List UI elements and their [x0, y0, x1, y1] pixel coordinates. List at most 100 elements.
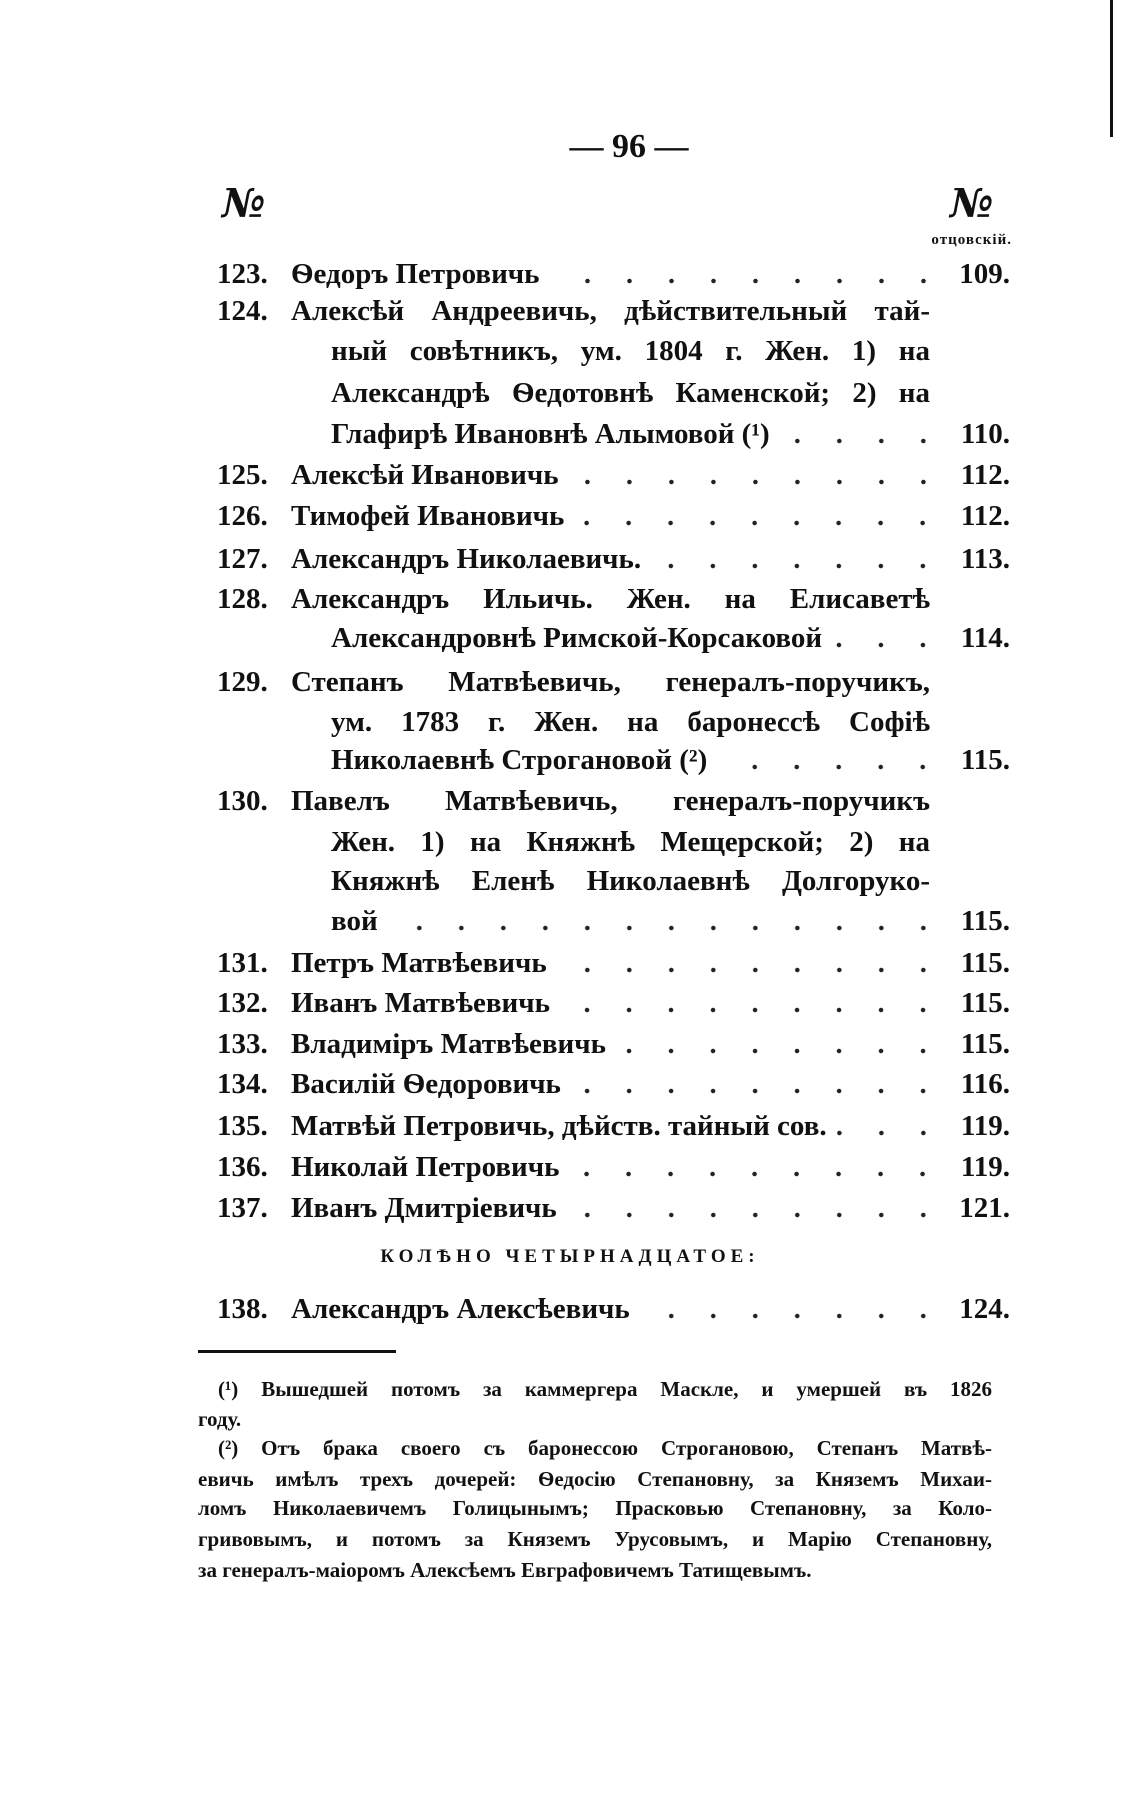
entry-line: 125. Алексѣй Ивановичь 112.	[217, 455, 1010, 495]
entry-line: 133. Владиміръ Матвѣевичь 115.	[217, 1024, 1010, 1064]
dot-leader	[556, 967, 944, 973]
entry-name: Петръ Матвѣевичь	[291, 947, 547, 979]
entry-number: 126.	[217, 500, 268, 532]
dot-leader	[836, 1130, 944, 1136]
entry-line: Николаевнѣ Строгановой (²) 115.	[331, 740, 1010, 780]
entry-name: Александръ Алексѣевичь	[291, 1293, 630, 1325]
entry-father-number: 110.	[960, 418, 1010, 450]
entry-line: ный совѣтникъ, ум. 1804 г. Жен. 1) на	[331, 331, 930, 371]
entry-father-number: 119.	[960, 1110, 1010, 1142]
footnote-line: (²) Отъ брака своего съ баронессою Строг…	[218, 1436, 992, 1460]
entry-number: 134.	[217, 1068, 268, 1100]
dot-leader	[574, 520, 944, 526]
entry-line: Княжнѣ Еленѣ Николаевнѣ Долгоруко-	[331, 861, 930, 901]
entry-name: Алексѣй Андреевичь, дѣйствительный тай-	[291, 295, 930, 327]
entry-number: 137.	[217, 1192, 268, 1224]
entry-name: Александръ Николаевичь.	[291, 543, 642, 575]
entry-number: 123.	[217, 258, 268, 290]
entry-name: Матвѣй Петровичь, дѣйств. тайный сов.	[291, 1110, 827, 1142]
dot-leader	[549, 278, 944, 284]
entry-father-number: 121.	[959, 1192, 1010, 1224]
dot-leader	[566, 1212, 944, 1218]
entry-number: 138.	[217, 1293, 268, 1325]
entry-father-number: 115.	[960, 947, 1010, 979]
entry-name: Иванъ Матвѣевичь	[291, 987, 550, 1019]
entry-line: ум. 1783 г. Жен. на баронессѣ Софіѣ	[331, 702, 930, 742]
entry-father-number: 115.	[960, 744, 1010, 776]
entry-number: 128.	[217, 583, 268, 615]
entry-line: 129. Степанъ Матвѣевичь, генералъ-поручик…	[217, 662, 930, 702]
entry-number: 129.	[217, 666, 268, 698]
entry-father-number: 116.	[960, 1068, 1010, 1100]
entry-name: Иванъ Дмитріевичь	[291, 1192, 557, 1224]
entry-name: Василій Ѳедоровичь	[291, 1068, 561, 1100]
entry-father-number: 115.	[960, 905, 1010, 937]
dot-leader	[639, 1313, 944, 1319]
dot-leader	[651, 563, 944, 569]
entry-father-number: 112.	[960, 459, 1010, 491]
dot-leader	[568, 479, 944, 485]
entry-father-number: 109.	[959, 258, 1010, 290]
footnote-line: евичь имѣлъ трехъ дочерей: Ѳедосію Степа…	[198, 1467, 992, 1491]
entry-name: ный совѣтникъ, ум. 1804 г. Жен. 1) на	[331, 335, 930, 367]
entry-number: 127.	[217, 543, 268, 575]
entry-line: 135. Матвѣй Петровичь, дѣйств. тайный сов…	[217, 1106, 1010, 1146]
entry-number: 133.	[217, 1028, 268, 1060]
footnote-line: году.	[198, 1407, 242, 1431]
entry-line: 136. Николай Петровичь 119.	[217, 1147, 1010, 1187]
entry-father-number: 119.	[960, 1151, 1010, 1183]
entry-father-number: 115.	[960, 987, 1010, 1019]
entry-name: ум. 1783 г. Жен. на баронессѣ Софіѣ	[331, 706, 930, 738]
entry-father-number: 112.	[960, 500, 1010, 532]
entry-line: Глафирѣ Ивановнѣ Алымовой (¹) 110.	[331, 414, 1010, 454]
entry-father-number: 114.	[960, 622, 1010, 654]
entry-name: Александровнѣ Римской-Корсаковой	[331, 622, 823, 654]
entry-line: Александрѣ Ѳедотовнѣ Каменской; 2) на	[331, 373, 930, 413]
footnote-line: за генералъ-маіоромъ Алексѣемъ Евграфови…	[198, 1558, 812, 1582]
entry-line: 127. Александръ Николаевичь. 113.	[217, 539, 1010, 579]
entry-number: 131.	[217, 947, 268, 979]
entry-father-number: 113.	[960, 543, 1010, 575]
entry-line: Жен. 1) на Княжнѣ Мещерской; 2) на	[331, 822, 930, 862]
entry-line: 124. Алексѣй Андреевичь, дѣйствительный т…	[217, 291, 930, 331]
footnote-rule	[198, 1350, 396, 1353]
footnote-line: гривовымъ, и потомъ за Княземъ Урусовымъ…	[198, 1527, 992, 1551]
entry-line: 138. Александръ Алексѣевичь 124.	[217, 1289, 1010, 1329]
entry-name: Павелъ Матвѣевичь, генералъ-поручикъ	[291, 785, 930, 817]
entry-name: Александръ Ильичь. Жен. на Елисаветѣ	[291, 583, 930, 615]
footnote-line: (¹) Вышедшей потомъ за каммергера Маскле…	[218, 1377, 992, 1401]
footnote-line: ломъ Николаевичемъ Голицынымъ; Прасковью…	[198, 1496, 992, 1520]
entry-name: Николай Петровичь	[291, 1151, 560, 1183]
entry-number: 135.	[217, 1110, 268, 1142]
dot-leader	[387, 925, 944, 931]
entry-name: Глафирѣ Ивановнѣ Алымовой (¹)	[331, 418, 770, 450]
entry-name: Ѳедоръ Петровичь	[291, 258, 540, 290]
entry-number: 130.	[217, 785, 268, 817]
entry-line: 132. Иванъ Матвѣевичь 115.	[217, 983, 1010, 1023]
entry-line: 128. Александръ Ильичь. Жен. на Елисаветѣ	[217, 579, 930, 619]
entry-name: Степанъ Матвѣевичь, генералъ-поручикъ,	[291, 666, 930, 698]
entry-name: Алексѣй Ивановичь	[291, 459, 559, 491]
entry-line: 131. Петръ Матвѣевичь 115.	[217, 943, 1010, 983]
entry-name: Александрѣ Ѳедотовнѣ Каменской; 2) на	[331, 377, 930, 409]
entry-name: Княжнѣ Еленѣ Николаевнѣ Долгоруко-	[331, 865, 930, 897]
dot-leader	[717, 764, 944, 770]
dot-leader	[559, 1007, 944, 1013]
entry-name: Тимофей Ивановичь	[291, 500, 565, 532]
section-heading: КОЛѢНО ЧЕТЫРНАДЦАТОЕ:	[380, 1246, 760, 1267]
column-header-right: №	[950, 180, 994, 227]
entry-name: вой	[331, 905, 378, 937]
entry-number: 124.	[217, 295, 268, 327]
entry-number: 136.	[217, 1151, 268, 1183]
dot-leader	[570, 1088, 944, 1094]
page-number: — 96 —	[569, 128, 689, 165]
entry-name: Николаевнѣ Строгановой (²)	[331, 744, 708, 776]
entry-number: 125.	[217, 459, 268, 491]
entry-father-number: 124.	[959, 1293, 1010, 1325]
entry-line: 137. Иванъ Дмитріевичь 121.	[217, 1188, 1010, 1228]
entry-line: Александровнѣ Римской-Корсаковой 114.	[331, 618, 1010, 658]
dot-leader	[569, 1171, 944, 1177]
entry-name: Владиміръ Матвѣевичь	[291, 1028, 606, 1060]
column-header-left: №	[222, 180, 266, 227]
entry-line: 134. Василій Ѳедоровичь 116.	[217, 1064, 1010, 1104]
